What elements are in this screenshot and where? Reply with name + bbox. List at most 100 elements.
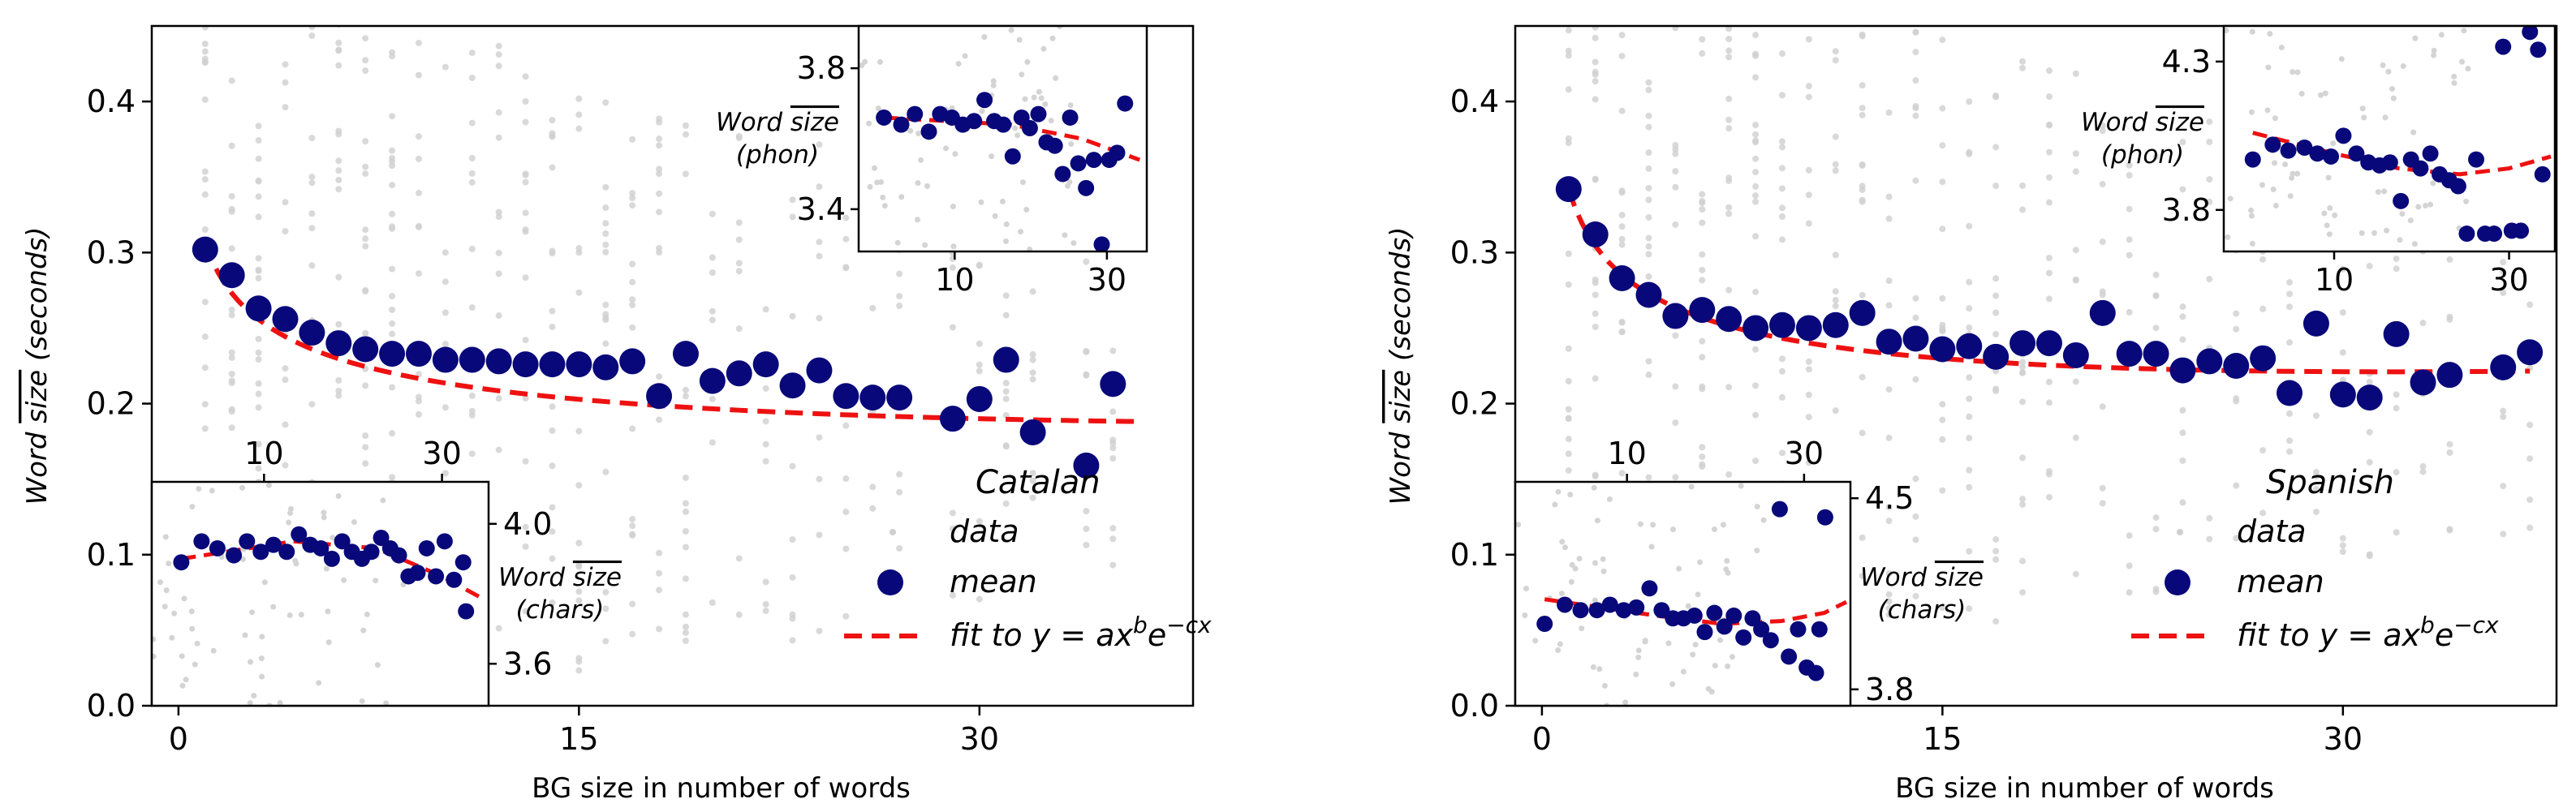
inset-data-point (247, 700, 253, 706)
inset-data-point (2289, 174, 2295, 181)
inset-data-point (183, 677, 189, 683)
data-point (575, 597, 583, 604)
data-point (255, 255, 262, 262)
data-point (549, 403, 556, 410)
inset-data-point (1066, 178, 1073, 185)
data-point (495, 446, 502, 453)
data-point (1966, 222, 1973, 230)
inset-data-point (2410, 129, 2417, 135)
data-point (1699, 463, 1706, 470)
inset-mean-point (1686, 607, 1703, 624)
data-point (575, 245, 583, 252)
data-point (335, 47, 342, 54)
data-point (1029, 356, 1036, 363)
inset-data-point (924, 183, 931, 189)
data-point (656, 165, 663, 173)
inset-data-point (2412, 35, 2419, 41)
inset-data-point (871, 165, 877, 171)
data-point (2045, 493, 2053, 501)
data-point (362, 235, 369, 243)
inset-mean-point (1046, 137, 1063, 154)
data-point (255, 390, 262, 397)
inset-frame (150, 480, 490, 707)
data-point (1859, 534, 1866, 541)
mean-point (1689, 297, 1716, 324)
data-point (2099, 291, 2106, 299)
inset-data-point (2382, 114, 2389, 121)
inset-data-point (261, 579, 268, 586)
data-point (1885, 193, 1893, 200)
inset-data-point (277, 699, 283, 706)
inset-data-point (1712, 663, 1718, 669)
inset-data-point (2438, 32, 2445, 38)
data-point (1939, 487, 1946, 494)
data-point (1592, 34, 1599, 41)
data-point (1109, 455, 1117, 462)
data-point (1992, 548, 2000, 555)
data-point (2019, 589, 2027, 596)
inset-mean-point (2412, 160, 2429, 177)
data-point (549, 164, 556, 171)
data-point (1565, 377, 1572, 385)
data-point (495, 312, 502, 320)
inset-mean-point (1557, 596, 1574, 613)
data-point (255, 465, 262, 472)
data-point (735, 135, 743, 142)
data-point (2206, 138, 2213, 145)
catalan-panel: 0 15 30 0.0 0.1 0.2 0.3 0.4 BG size in number of… (21, 19, 1212, 805)
data-point (1699, 191, 1706, 198)
data-point (1565, 436, 1572, 443)
data-point (2339, 309, 2346, 316)
data-point (1645, 19, 1652, 25)
data-point (2366, 262, 2373, 269)
data-point (201, 48, 209, 55)
data-point (389, 384, 396, 391)
data-point (228, 77, 235, 84)
mean-point (1768, 311, 1795, 338)
data-point (1725, 35, 1733, 42)
data-point (1805, 358, 1812, 365)
inset-data-point (383, 700, 390, 706)
data-point (389, 147, 396, 154)
data-point (1002, 311, 1010, 319)
y-tick-label: 0.4 (87, 84, 136, 119)
data-point (2526, 301, 2534, 308)
inset-x-tick-label: 30 (422, 436, 461, 471)
data-point (1832, 133, 1839, 140)
inset-data-point (1670, 526, 1677, 533)
data-point (1592, 0, 1599, 6)
mean-point (699, 367, 726, 394)
data-point (362, 432, 369, 440)
data-point (896, 545, 903, 552)
data-point (1566, 6, 1572, 12)
data-point (335, 167, 342, 174)
data-point (1699, 11, 1705, 17)
mean-point (1716, 306, 1742, 333)
data-point (389, 19, 395, 26)
data-point (789, 312, 796, 320)
data-point (2072, 150, 2079, 157)
mean-point (1555, 176, 1582, 203)
data-point (2500, 407, 2507, 415)
inset-data-point (1572, 565, 1579, 572)
inset-data-point (2330, 140, 2337, 147)
mean-point (512, 351, 539, 378)
data-point (682, 508, 689, 515)
data-point (1966, 548, 1973, 555)
mean-point (2089, 299, 2116, 326)
inset-mean-point (920, 123, 937, 140)
data-point (2045, 148, 2053, 156)
y-tick-label: 0.3 (87, 234, 136, 270)
inset-data-point (2375, 189, 2381, 195)
data-point (1778, 165, 1786, 172)
data-point (1805, 93, 1812, 101)
data-point (228, 245, 235, 252)
data-point (522, 274, 529, 281)
data-point (1832, 167, 1839, 174)
inset-data-point (2327, 205, 2333, 212)
mean-point (566, 351, 592, 378)
mean-point (485, 348, 512, 375)
data-point (1565, 415, 1572, 423)
data-point (1939, 294, 1946, 302)
mean-point (672, 341, 699, 367)
